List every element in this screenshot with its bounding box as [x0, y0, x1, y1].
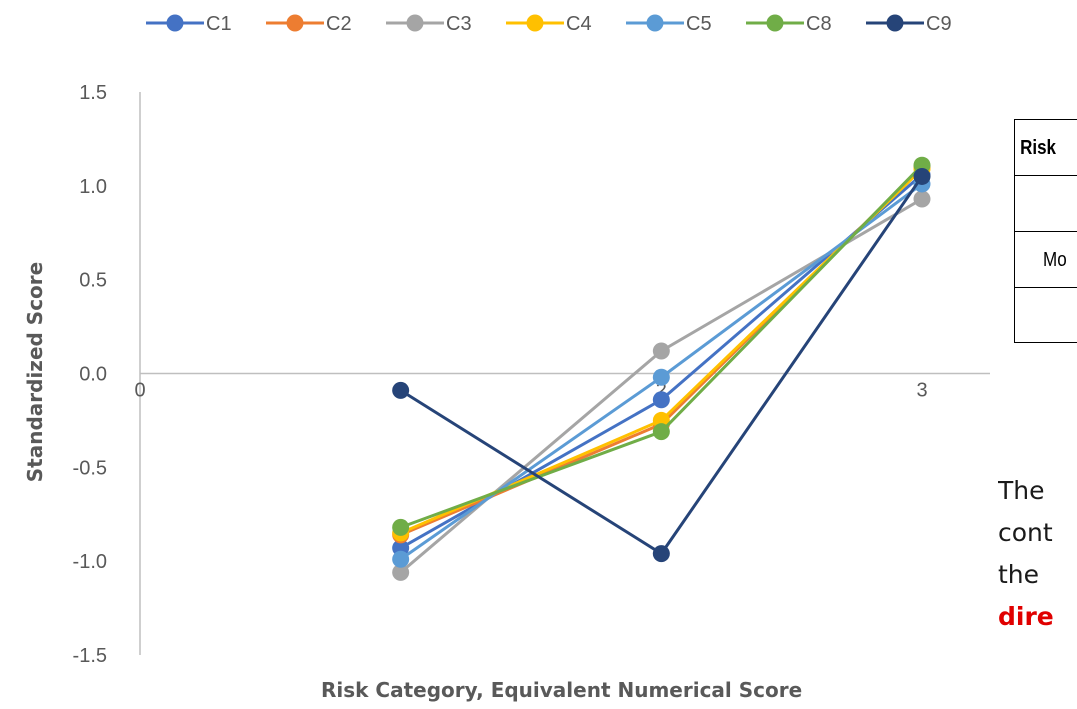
legend-item-c8: C8: [746, 13, 832, 35]
legend-marker: [886, 14, 904, 32]
y-axis-ticks: 1.5 1.0 0.5 0.0 -0.5 -1.0 -1.5: [73, 82, 107, 667]
legend-item-c9: C9: [866, 13, 952, 35]
table-cell: Mo: [1043, 249, 1067, 271]
legend-label: C4: [566, 13, 592, 35]
legend-item-c5: C5: [626, 13, 712, 35]
legend-label: C3: [446, 13, 472, 35]
legend-marker: [646, 14, 664, 32]
legend-item-c3: C3: [386, 13, 472, 35]
legend-item-c2: C2: [266, 13, 352, 35]
y-tick-label: -1.0: [73, 551, 107, 573]
chart-series: [392, 156, 931, 581]
data-point: [392, 518, 410, 536]
legend-label: C2: [326, 13, 352, 35]
side-caption-text: The cont the dire: [998, 470, 1077, 638]
x-axis-ticks: 0123: [134, 380, 927, 402]
data-point: [652, 423, 670, 441]
y-tick-label: 0.0: [79, 364, 107, 386]
legend-label: C8: [806, 13, 832, 35]
table-row: [1015, 176, 1077, 232]
caption-emphasis: dire: [998, 602, 1054, 631]
risk-category-table: Risk Mo: [1014, 119, 1077, 343]
legend-marker: [526, 14, 544, 32]
data-point: [913, 190, 931, 208]
table-header-cell: Risk: [1020, 137, 1057, 159]
series-line: [399, 173, 923, 550]
y-tick-label: -0.5: [73, 457, 107, 479]
table-row: [1015, 288, 1077, 342]
y-tick-label: 0.5: [79, 270, 107, 292]
y-tick-label: 1.0: [79, 176, 107, 198]
caption-line: cont: [998, 518, 1053, 547]
legend-marker: [766, 14, 784, 32]
x-tick-label: 3: [916, 380, 927, 402]
data-point: [652, 391, 670, 409]
x-tick-label: 0: [134, 380, 145, 402]
legend-label: C5: [686, 13, 712, 35]
chart-legend: C1 C2 C3 C4 C5 C8 C9: [146, 13, 952, 35]
legend-item-c4: C4: [506, 13, 592, 35]
series-c1: [392, 166, 931, 557]
data-point: [652, 368, 670, 386]
data-point: [913, 167, 931, 185]
legend-item-c1: C1: [146, 13, 232, 35]
series-c9: [392, 167, 931, 563]
data-point: [392, 563, 410, 581]
table-row: Mo: [1015, 232, 1077, 288]
legend-marker: [406, 14, 424, 32]
x-tick-label: 2: [656, 380, 667, 402]
data-point: [652, 342, 670, 360]
legend-marker: [166, 14, 184, 32]
data-point: [392, 381, 410, 399]
legend-label: C1: [206, 13, 232, 35]
caption-line: the: [998, 560, 1040, 589]
caption-line: The: [998, 476, 1045, 505]
x-axis-title: Risk Category, Equivalent Numerical Scor…: [321, 678, 802, 702]
table-header-row: Risk: [1015, 120, 1077, 176]
y-tick-label: 1.5: [79, 82, 107, 104]
legend-label: C9: [926, 13, 952, 35]
data-point: [392, 550, 410, 568]
chart-axes: [139, 92, 990, 655]
data-point: [652, 545, 670, 563]
y-axis-title: Standardized Score: [23, 262, 47, 482]
legend-marker: [286, 14, 304, 32]
series-c5: [392, 175, 931, 568]
y-tick-label: -1.5: [73, 645, 107, 667]
